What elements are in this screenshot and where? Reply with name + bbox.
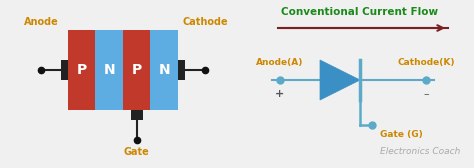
- Bar: [178, 60, 185, 80]
- Text: –: –: [423, 89, 429, 99]
- Text: N: N: [158, 63, 170, 77]
- Bar: [151, 30, 178, 110]
- Bar: [68, 30, 95, 110]
- Text: P: P: [77, 63, 87, 77]
- Text: P: P: [132, 63, 142, 77]
- Bar: [95, 30, 123, 110]
- Text: Conventional Current Flow: Conventional Current Flow: [282, 7, 438, 17]
- Polygon shape: [320, 60, 360, 100]
- Text: Gate (G): Gate (G): [380, 131, 423, 139]
- Bar: [61, 60, 68, 80]
- Text: Anode(A): Anode(A): [256, 57, 304, 67]
- Bar: [131, 110, 143, 120]
- Text: Gate: Gate: [124, 147, 150, 157]
- Text: Anode: Anode: [24, 17, 58, 27]
- Bar: [123, 30, 151, 110]
- Text: N: N: [103, 63, 115, 77]
- Text: Cathode(K): Cathode(K): [397, 57, 455, 67]
- Text: Cathode: Cathode: [182, 17, 228, 27]
- Text: Electronics Coach: Electronics Coach: [380, 148, 460, 157]
- Text: +: +: [275, 89, 284, 99]
